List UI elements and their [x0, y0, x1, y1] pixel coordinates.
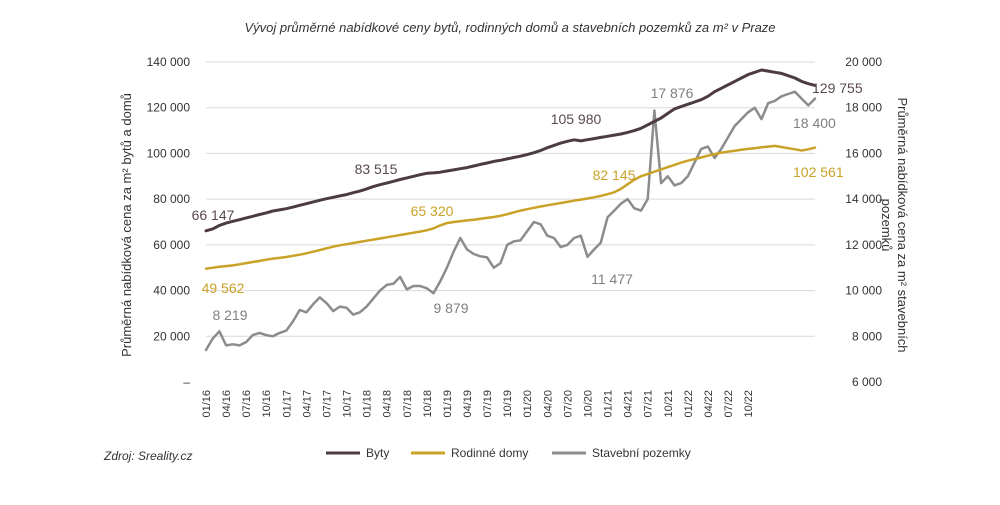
y-left-tick-label: –	[183, 375, 190, 389]
x-tick-label: 07/16	[241, 390, 253, 418]
y-right-tick-label: 20 000	[845, 55, 882, 69]
data-label: 49 562	[202, 280, 245, 296]
y-left-tick-label: 120 000	[147, 101, 191, 115]
legend-item: Byty	[326, 446, 389, 460]
data-label: 11 477	[591, 271, 633, 287]
y-right-axis-title-line2: pozemků	[879, 199, 894, 252]
data-label: 83 515	[355, 161, 398, 177]
x-tick-label: 04/17	[301, 390, 313, 418]
y-left-tick-label: 60 000	[153, 238, 190, 252]
x-tick-label: 07/21	[643, 390, 655, 418]
data-label: 18 400	[793, 115, 836, 131]
y-right-tick-label: 14 000	[845, 192, 882, 206]
data-label: 82 145	[593, 167, 636, 183]
legend-label: Rodinné domy	[451, 446, 528, 460]
x-tick-label: 01/16	[201, 390, 213, 418]
x-tick-label: 10/18	[422, 390, 434, 418]
y-left-tick-label: 40 000	[153, 284, 190, 298]
y-left-axis-title: Průměrná nabídková cena za m² bytů a dom…	[119, 93, 134, 357]
x-tick-label: 10/21	[663, 390, 675, 418]
x-tick-label: 01/20	[522, 390, 534, 418]
y-left-tick-label: 20 000	[153, 329, 190, 343]
x-tick-label: 01/19	[442, 390, 454, 418]
y-right-tick-label: 8 000	[852, 329, 882, 343]
data-label: 8 219	[212, 307, 247, 323]
legend-item: Stavební pozemky	[552, 446, 691, 460]
x-tick-label: 07/22	[723, 390, 735, 418]
x-tick-label: 01/22	[683, 390, 695, 418]
x-tick-label: 07/18	[402, 390, 414, 418]
y-left-tick-label: 100 000	[147, 146, 191, 160]
x-tick-label: 01/21	[603, 390, 615, 418]
y-left-tick-label: 140 000	[147, 55, 191, 69]
y-right-axis-title: Průměrná nabídková cena za m² stavebních…	[879, 97, 910, 352]
x-tick-label: 10/22	[743, 390, 755, 418]
y-left-tick-label: 80 000	[153, 192, 190, 206]
legend-label: Byty	[366, 446, 389, 460]
legend-label: Stavební pozemky	[592, 446, 691, 460]
x-tick-label: 07/17	[321, 390, 333, 418]
y-right-tick-label: 18 000	[845, 101, 882, 115]
source-note: Zdroj: Sreality.cz	[103, 449, 192, 463]
data-labels: 66 147 83 515 105 980 129 755 49 562 65 320 82…	[192, 80, 863, 323]
y-right-tick-label: 16 000	[845, 146, 882, 160]
x-tick-label: 01/17	[281, 390, 293, 418]
x-tick-label: 04/16	[221, 390, 233, 418]
data-label: 17 876	[651, 85, 694, 101]
series-lines	[204, 68, 817, 352]
data-label: 129 755	[812, 80, 863, 96]
x-tick-label: 07/20	[562, 390, 574, 418]
x-tick-label: 10/19	[502, 390, 514, 418]
y-right-tick-label: 12 000	[845, 238, 882, 252]
legend: Byty Rodinné domy Stavební pozemky	[326, 446, 691, 460]
data-label: 9 879	[433, 300, 468, 316]
data-label: 105 980	[551, 111, 602, 127]
x-tick-label: 10/20	[582, 390, 594, 418]
y-right-ticks: 6 000 8 000 10 000 12 000 14 000 16 000 18 000…	[845, 55, 882, 389]
x-tick-label: 04/22	[703, 390, 715, 418]
y-right-tick-label: 6 000	[852, 375, 882, 389]
x-tick-label: 10/17	[342, 390, 354, 418]
x-tick-label: 04/18	[382, 390, 394, 418]
data-label: 102 561	[793, 164, 844, 180]
y-right-tick-label: 10 000	[845, 284, 882, 298]
x-tick-label: 04/19	[462, 390, 474, 418]
x-tick-label: 07/19	[482, 390, 494, 418]
x-tick-label: 04/21	[623, 390, 635, 418]
x-ticks: 01/16 04/16 07/16 10/16 01/17 04/17 07/17 10/17…	[201, 390, 755, 418]
data-label: 66 147	[192, 207, 235, 223]
data-label: 65 320	[411, 203, 454, 219]
legend-item: Rodinné domy	[411, 446, 528, 460]
series-line-rodinné-domy	[204, 144, 817, 270]
y-left-ticks: – 20 000 40 000 60 000 80 000 100 000 120 000 1…	[147, 55, 191, 389]
grid	[206, 61, 815, 337]
x-tick-label: 04/20	[542, 390, 554, 418]
y-right-axis-title-line1: Průměrná nabídková cena za m² stavebních	[895, 97, 910, 352]
chart-title: Vývoj průměrné nabídkové ceny bytů, rodi…	[244, 20, 775, 35]
x-tick-label: 01/18	[362, 390, 374, 418]
x-tick-label: 10/16	[261, 390, 273, 418]
series-line-stavební-pozemky	[204, 90, 817, 352]
series-line-byty	[204, 68, 817, 233]
